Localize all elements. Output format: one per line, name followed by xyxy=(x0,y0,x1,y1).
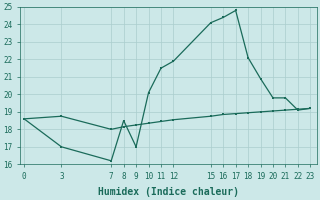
X-axis label: Humidex (Indice chaleur): Humidex (Indice chaleur) xyxy=(98,186,239,197)
